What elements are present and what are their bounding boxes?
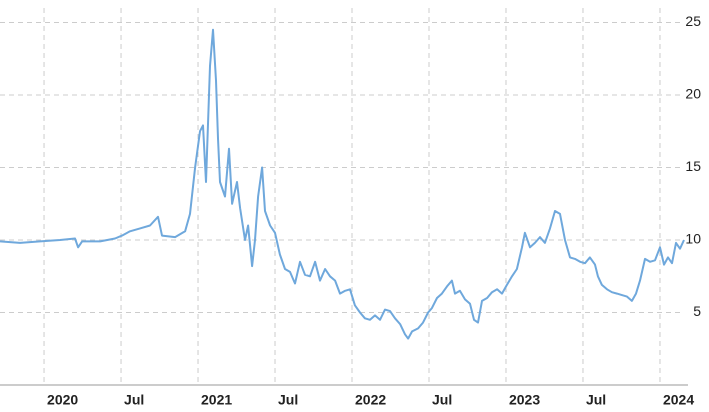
y-tick-label: 25 <box>685 13 701 29</box>
x-tick-label: Jul <box>586 392 606 408</box>
x-tick-label: 2020 <box>47 392 78 408</box>
x-tick-label: Jul <box>124 392 144 408</box>
price-line <box>0 28 685 340</box>
y-tick-label: 15 <box>685 158 701 174</box>
x-tick-label: 2023 <box>509 392 540 408</box>
y-tick-label: 20 <box>685 86 701 102</box>
x-tick-label: Jul <box>432 392 452 408</box>
x-tick-label: 2022 <box>355 392 386 408</box>
y-tick-label: 5 <box>693 303 701 319</box>
y-tick-label: 10 <box>685 231 701 247</box>
x-tick-label: 2021 <box>201 392 232 408</box>
x-tick-label: Jul <box>278 392 298 408</box>
x-tick-label: 2024 <box>663 392 694 408</box>
